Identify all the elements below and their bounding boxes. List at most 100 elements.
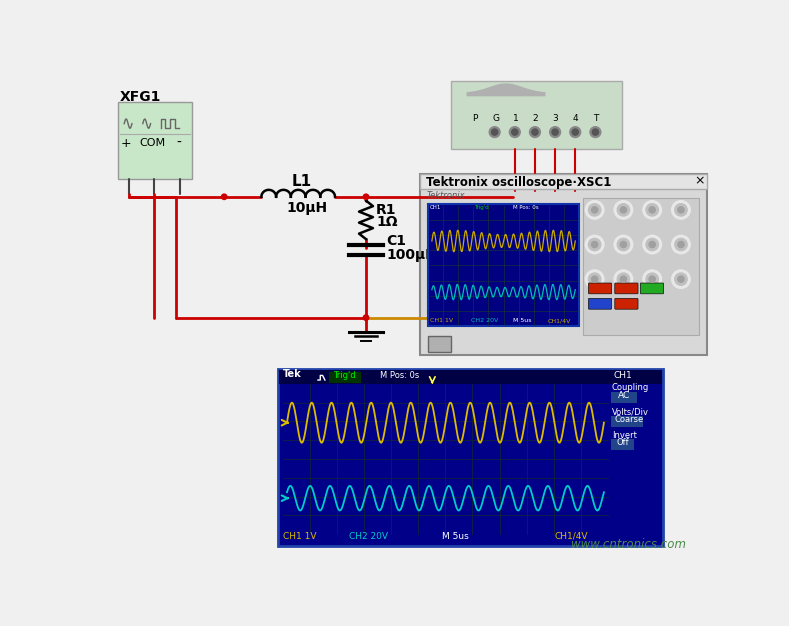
FancyBboxPatch shape: [611, 416, 644, 427]
Circle shape: [675, 203, 687, 216]
Circle shape: [592, 276, 598, 282]
FancyBboxPatch shape: [615, 283, 638, 294]
Circle shape: [675, 239, 687, 250]
Circle shape: [646, 273, 658, 285]
Text: L1: L1: [292, 174, 312, 189]
Circle shape: [620, 276, 626, 282]
Text: 3: 3: [553, 115, 559, 123]
Text: Trig'd: Trig'd: [474, 205, 489, 210]
Text: CH1/4V: CH1/4V: [555, 531, 588, 541]
Text: CH1/4V: CH1/4V: [548, 318, 571, 323]
Circle shape: [510, 126, 520, 138]
Text: COM: COM: [140, 138, 166, 148]
Circle shape: [550, 126, 560, 138]
Circle shape: [643, 200, 661, 219]
Circle shape: [620, 242, 626, 248]
Circle shape: [643, 235, 661, 254]
Text: M 5us: M 5us: [442, 531, 469, 541]
Circle shape: [678, 242, 684, 248]
Text: T: T: [593, 115, 598, 123]
Circle shape: [589, 273, 601, 285]
Circle shape: [363, 194, 368, 200]
Text: CH1 1V: CH1 1V: [429, 318, 453, 323]
Circle shape: [617, 273, 630, 285]
Circle shape: [671, 270, 690, 289]
Circle shape: [592, 242, 598, 248]
Circle shape: [512, 129, 518, 135]
Circle shape: [585, 270, 604, 289]
Circle shape: [675, 273, 687, 285]
Circle shape: [614, 200, 633, 219]
Text: Volts/Div: Volts/Div: [611, 408, 649, 417]
Text: P: P: [472, 115, 477, 123]
Text: AC: AC: [618, 391, 630, 400]
Text: 100μF: 100μF: [386, 248, 435, 262]
Text: Tek: Tek: [283, 369, 302, 379]
Circle shape: [529, 126, 540, 138]
FancyBboxPatch shape: [118, 102, 192, 179]
Circle shape: [590, 126, 601, 138]
Text: 4: 4: [573, 115, 578, 123]
Circle shape: [620, 207, 626, 213]
Circle shape: [649, 276, 656, 282]
Circle shape: [671, 200, 690, 219]
FancyBboxPatch shape: [451, 81, 622, 149]
Circle shape: [593, 129, 599, 135]
Text: +: +: [121, 136, 132, 150]
FancyBboxPatch shape: [428, 336, 451, 352]
Circle shape: [649, 207, 656, 213]
Text: G: G: [492, 115, 499, 123]
Circle shape: [643, 270, 661, 289]
Text: CH2 20V: CH2 20V: [349, 531, 388, 541]
Circle shape: [489, 126, 500, 138]
Circle shape: [532, 129, 538, 135]
Circle shape: [671, 235, 690, 254]
Text: Off: Off: [616, 438, 629, 447]
FancyBboxPatch shape: [589, 283, 611, 294]
FancyBboxPatch shape: [615, 299, 638, 309]
Text: M Pos: 0s: M Pos: 0s: [514, 205, 539, 210]
Text: CH1: CH1: [614, 371, 633, 380]
FancyBboxPatch shape: [421, 173, 707, 355]
Text: CH1: CH1: [429, 205, 441, 210]
FancyBboxPatch shape: [329, 372, 361, 383]
FancyBboxPatch shape: [428, 205, 579, 326]
Text: Coarse: Coarse: [615, 414, 644, 424]
Text: Tektronix oscilloscope·XSC1: Tektronix oscilloscope·XSC1: [426, 177, 611, 190]
Text: www.cntronics.com: www.cntronics.com: [571, 538, 686, 551]
Text: CH2 20V: CH2 20V: [470, 318, 498, 323]
Circle shape: [592, 207, 598, 213]
FancyBboxPatch shape: [641, 283, 664, 294]
FancyBboxPatch shape: [611, 393, 638, 403]
Text: Trig'd: Trig'd: [334, 371, 356, 380]
Circle shape: [222, 194, 227, 200]
Circle shape: [646, 239, 658, 250]
Circle shape: [646, 203, 658, 216]
Text: 2: 2: [533, 115, 538, 123]
FancyBboxPatch shape: [583, 198, 699, 336]
FancyBboxPatch shape: [589, 299, 611, 309]
Circle shape: [552, 129, 558, 135]
Circle shape: [649, 242, 656, 248]
Circle shape: [585, 235, 604, 254]
Circle shape: [570, 126, 581, 138]
FancyBboxPatch shape: [279, 370, 662, 384]
Circle shape: [572, 129, 578, 135]
Circle shape: [678, 207, 684, 213]
Circle shape: [585, 200, 604, 219]
Circle shape: [614, 235, 633, 254]
Text: Tektronix: Tektronix: [426, 192, 465, 200]
Text: R1: R1: [376, 203, 397, 217]
Text: Invert: Invert: [611, 431, 637, 440]
Text: M Pos: 0s: M Pos: 0s: [380, 371, 419, 380]
Circle shape: [614, 270, 633, 289]
Text: XFG1: XFG1: [120, 90, 161, 103]
Circle shape: [492, 129, 498, 135]
Circle shape: [363, 315, 368, 321]
Text: ×: ×: [694, 175, 705, 188]
Text: -: -: [176, 136, 181, 150]
FancyBboxPatch shape: [279, 369, 663, 546]
Text: M 5us: M 5us: [514, 318, 532, 323]
Circle shape: [589, 239, 601, 250]
Circle shape: [617, 239, 630, 250]
